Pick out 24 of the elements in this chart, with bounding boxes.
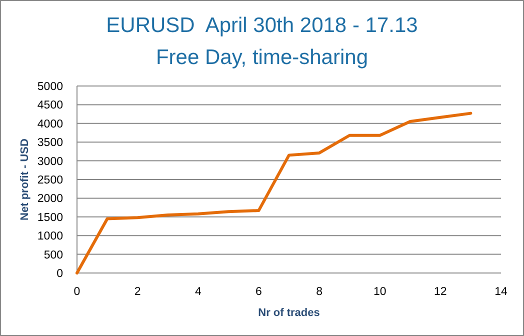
y-tick-label: 4000 xyxy=(37,118,63,130)
x-tick-label: 0 xyxy=(74,286,80,298)
chart-title: EURUSD April 30th 2018 - 17.13 xyxy=(106,14,418,37)
chart-subtitle: Free Day, time-sharing xyxy=(156,46,368,69)
x-tick-label: 2 xyxy=(134,286,141,298)
x-tick-label: 10 xyxy=(373,286,386,298)
x-axis-title: Nr of trades xyxy=(258,307,320,319)
y-tick-label: 2500 xyxy=(37,174,63,187)
y-tick-label: 5000 xyxy=(37,81,63,94)
y-tick-label: 3500 xyxy=(37,137,63,150)
x-tick-label: 6 xyxy=(256,286,262,298)
y-tick-label: 500 xyxy=(44,249,63,262)
x-tick-label: 4 xyxy=(194,286,202,298)
x-tick-label: 14 xyxy=(494,286,508,298)
y-tick-label: 4500 xyxy=(37,100,63,112)
y-tick-label: 3000 xyxy=(37,156,63,168)
x-tick-label: 12 xyxy=(434,286,447,298)
x-tick-label: 8 xyxy=(316,286,322,298)
y-axis-title: Net profit - USD xyxy=(19,138,31,220)
y-tick-label: 1500 xyxy=(37,212,63,224)
y-tick-label: 1000 xyxy=(37,230,63,243)
y-tick-label: 2000 xyxy=(37,193,63,206)
line-series xyxy=(76,112,472,274)
y-tick-label: 0 xyxy=(56,268,63,280)
